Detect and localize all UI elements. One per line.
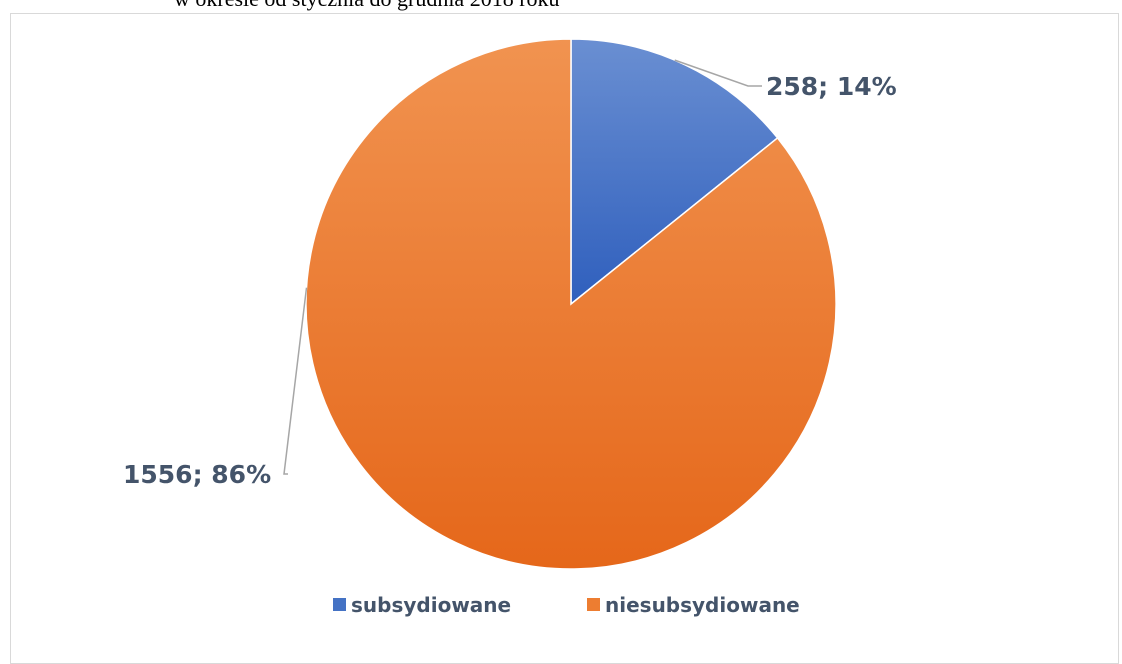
leader-line-niesubsydiowane bbox=[283, 287, 308, 475]
pie-slice-subsydiowane bbox=[570, 38, 779, 306]
legend-swatch-subsydiowane bbox=[333, 598, 346, 611]
data-label-subsydiowane: 258; 14% bbox=[766, 72, 897, 101]
chart-caption: w okresie od stycznia do grudnia 2018 ro… bbox=[174, 0, 560, 12]
legend-swatch-niesubsydiowane bbox=[587, 598, 600, 611]
legend-label-niesubsydiowane: niesubsydiowane bbox=[605, 593, 800, 617]
leader-line-subsydiowane bbox=[674, 59, 762, 87]
pie-slice-niesubsydiowane bbox=[305, 38, 837, 570]
legend-label-subsydiowane: subsydiowane bbox=[351, 593, 511, 617]
data-label-niesubsydiowane: 1556; 86% bbox=[123, 460, 271, 489]
